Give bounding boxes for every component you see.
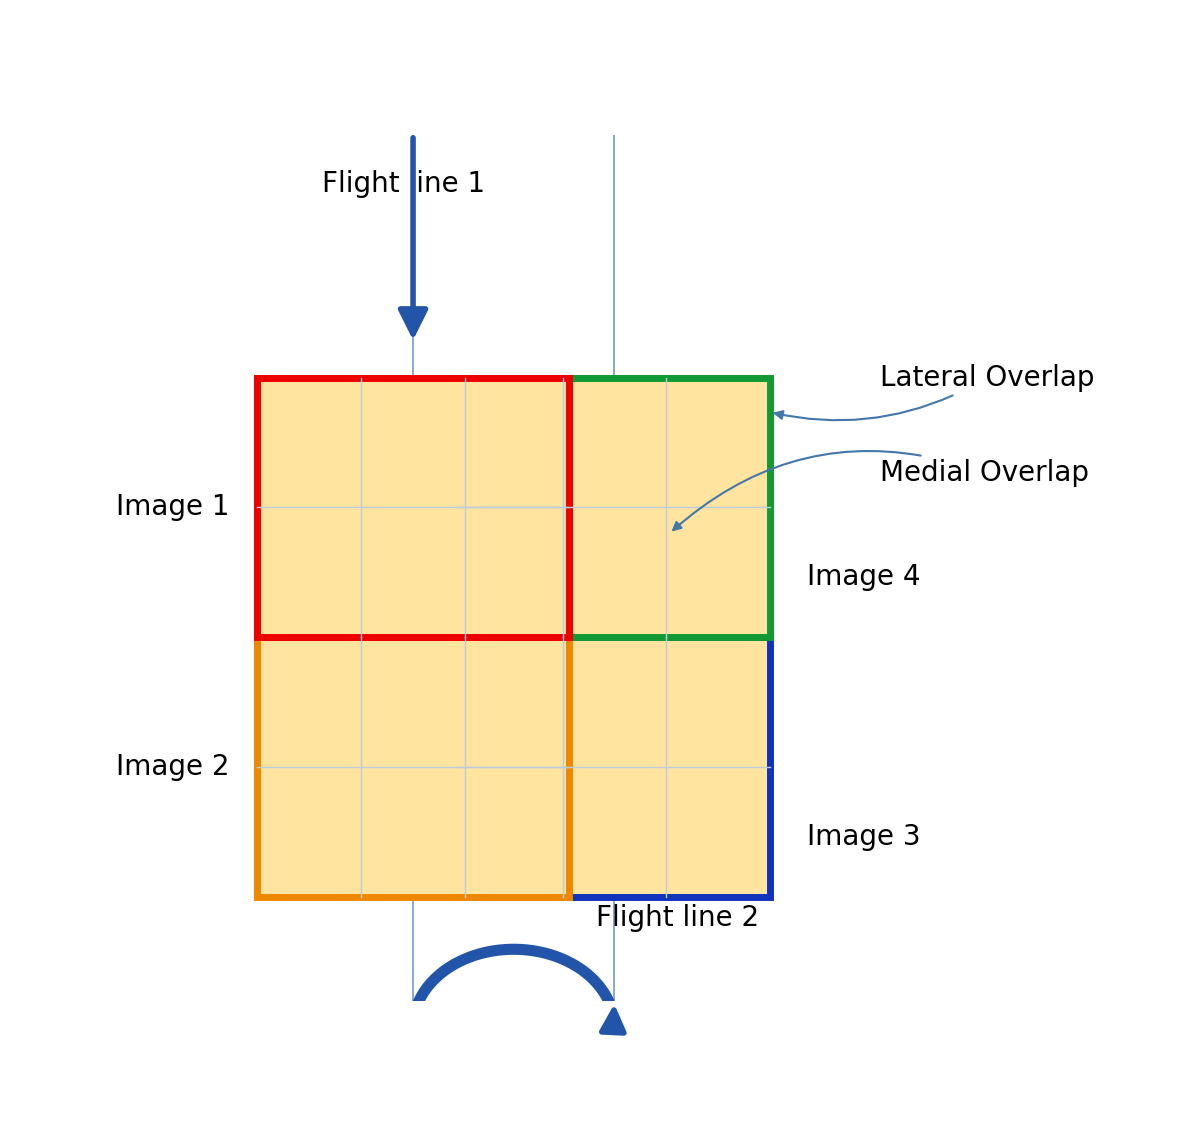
Bar — [257, 638, 569, 898]
Text: Image 4: Image 4 — [807, 562, 920, 591]
Bar — [257, 378, 569, 638]
Text: Image 1: Image 1 — [117, 494, 230, 522]
Text: Medial Overlap: Medial Overlap — [673, 451, 1089, 530]
Text: Lateral Overlap: Lateral Overlap — [775, 363, 1095, 421]
Bar — [458, 638, 770, 898]
Text: Image 3: Image 3 — [807, 822, 920, 850]
Text: Image 2: Image 2 — [117, 754, 230, 782]
Bar — [458, 378, 770, 638]
Text: Flight line 1: Flight line 1 — [321, 170, 484, 198]
Text: Flight line 2: Flight line 2 — [596, 904, 759, 931]
